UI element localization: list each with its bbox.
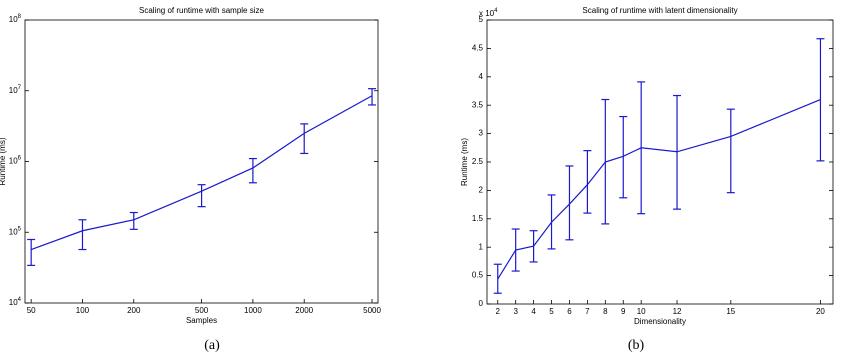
y-tick-label: 0.5 [472, 271, 484, 280]
x-axis-label: Samples [186, 316, 217, 325]
y-tick-label: 0 [479, 299, 484, 308]
x-tick-label: 2 [496, 307, 501, 316]
x-axis-label: Dimensionality [634, 317, 686, 326]
series-line [497, 98, 821, 280]
y-tick-label: 105 [9, 226, 22, 237]
x-tick-label: 2000 [295, 306, 313, 315]
y-axis-label: Runtime (ms) [0, 137, 7, 185]
x-tick-label: 12 [673, 307, 682, 316]
y-tick-label: 106 [9, 155, 22, 166]
y-tick-label: 4.5 [472, 44, 484, 53]
plot-frame [24, 19, 379, 304]
y-multiplier: x 104 [479, 8, 498, 19]
y-tick-label: 2.5 [472, 157, 484, 166]
x-tick-label: 100 [76, 306, 90, 315]
x-tick-label: 8 [603, 307, 608, 316]
y-tick-label: 4 [479, 72, 484, 81]
x-tick-label: 3 [513, 307, 518, 316]
y-tick-label: 3.5 [472, 100, 484, 109]
x-tick-label: 20 [816, 307, 825, 316]
x-tick-label: 200 [127, 306, 141, 315]
caption: (b) [628, 338, 645, 353]
chart-title: Scaling of runtime with latent dimension… [582, 6, 737, 15]
y-tick-label: 3 [479, 129, 484, 138]
x-tick-label: 5000 [363, 306, 381, 315]
y-tick-label: 104 [9, 297, 22, 308]
y-tick-label: 1.5 [472, 214, 484, 223]
y-tick-label: 108 [9, 14, 22, 25]
chart-title: Scaling of runtime with sample size [139, 6, 264, 15]
x-tick-label: 7 [585, 307, 590, 316]
x-tick-label: 5 [549, 307, 554, 316]
x-tick-label: 15 [726, 307, 735, 316]
y-tick-label: 5 [479, 15, 484, 24]
x-tick-label: 500 [195, 306, 209, 315]
x-tick-label: 6 [567, 307, 572, 316]
y-tick-label: 2 [479, 186, 484, 195]
y-axis-label: Runtime (ms) [460, 138, 469, 186]
y-tick-label: 1 [479, 242, 484, 251]
plot-frame [486, 19, 834, 305]
x-tick-label: 9 [621, 307, 626, 316]
x-tick-label: 1000 [244, 306, 262, 315]
caption: (a) [204, 338, 220, 353]
y-tick-label: 107 [9, 84, 22, 95]
x-tick-label: 4 [531, 307, 536, 316]
x-tick-label: 50 [27, 306, 36, 315]
x-tick-label: 10 [637, 307, 646, 316]
